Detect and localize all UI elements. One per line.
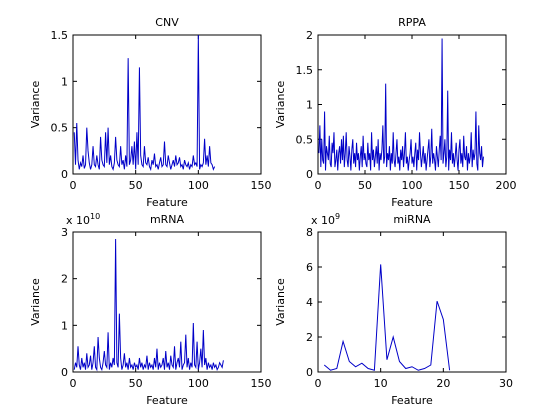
y-exponent-label: x 109 (311, 212, 340, 227)
chart-title: RPPA (398, 16, 426, 29)
y-tick-label: 0.5 (51, 122, 69, 135)
y-axis-label: Variance (29, 81, 42, 129)
y-tick-label: 2 (306, 29, 313, 42)
chart-title: CNV (155, 16, 179, 29)
chart-title: miRNA (393, 213, 431, 226)
y-exponent-label: x 1010 (66, 212, 100, 227)
x-tick-label: 50 (358, 179, 372, 192)
x-tick-label: 0 (315, 377, 322, 390)
y-exponent-base: x 10 (311, 214, 335, 227)
y-tick-label: 4 (306, 296, 313, 309)
y-tick-label: 8 (306, 226, 313, 239)
x-axis-label: Feature (146, 196, 188, 209)
series-line (73, 238, 224, 372)
y-tick-label: 2 (61, 273, 68, 286)
y-tick-label: 1.5 (296, 64, 314, 77)
series-line (323, 264, 451, 371)
y-exponent-power: 9 (335, 212, 340, 221)
y-axis-label: Variance (274, 81, 287, 129)
y-axis-label: Variance (274, 278, 287, 326)
y-tick-label: 0 (306, 366, 313, 379)
y-tick-label: 1 (61, 319, 68, 332)
subplot-mrna: 0 50 100 150 0 1 2 3 mRNA Feature Variance x 1010 (29, 212, 272, 407)
x-tick-label: 0 (70, 377, 77, 390)
x-axis-label: Feature (391, 394, 433, 407)
x-tick-label: 100 (188, 377, 209, 390)
x-tick-label: 100 (188, 179, 209, 192)
x-tick-label: 0 (315, 179, 322, 192)
y-tick-label: 6 (306, 261, 313, 274)
y-exponent-power: 10 (90, 212, 100, 221)
x-tick-label: 20 (436, 377, 450, 390)
x-tick-label: 150 (449, 179, 470, 192)
plot-area (72, 34, 262, 175)
series-line (318, 38, 484, 171)
y-tick-label: 0 (61, 366, 68, 379)
x-tick-label: 50 (129, 179, 143, 192)
chart-title: mRNA (150, 213, 185, 226)
subplot-cnv: 0 50 100 150 0 0.5 1 1.5 CNV Feature Variance (29, 16, 272, 209)
x-tick-label: 50 (129, 377, 143, 390)
x-tick-label: 0 (70, 179, 77, 192)
y-tick-label: 2 (306, 331, 313, 344)
series-line (73, 34, 216, 172)
y-tick-label: 1 (61, 75, 68, 88)
x-axis-label: Feature (146, 394, 188, 407)
x-axis-label: Feature (391, 196, 433, 209)
subplot-mirna: 0 10 20 30 0 2 4 6 8 miRNA Feature Variance x 109 (274, 212, 513, 407)
plot-area (72, 231, 262, 373)
y-exponent-base: x 10 (66, 214, 90, 227)
y-tick-label: 1 (306, 99, 313, 112)
x-tick-label: 150 (251, 377, 272, 390)
x-tick-label: 30 (499, 377, 513, 390)
y-tick-label: 1.5 (51, 29, 69, 42)
plot-area (317, 231, 507, 373)
y-tick-label: 0 (61, 168, 68, 181)
x-tick-label: 150 (251, 179, 272, 192)
x-tick-label: 200 (496, 179, 517, 192)
y-tick-label: 0.5 (296, 133, 314, 146)
y-tick-label: 3 (61, 226, 68, 239)
subplot-rppa: 0 50 100 150 200 0 0.5 1 1.5 2 RPPA Feature Variance (274, 16, 517, 209)
y-axis-label: Variance (29, 278, 42, 326)
x-tick-label: 10 (374, 377, 388, 390)
y-tick-label: 0 (306, 168, 313, 181)
x-tick-label: 100 (402, 179, 423, 192)
